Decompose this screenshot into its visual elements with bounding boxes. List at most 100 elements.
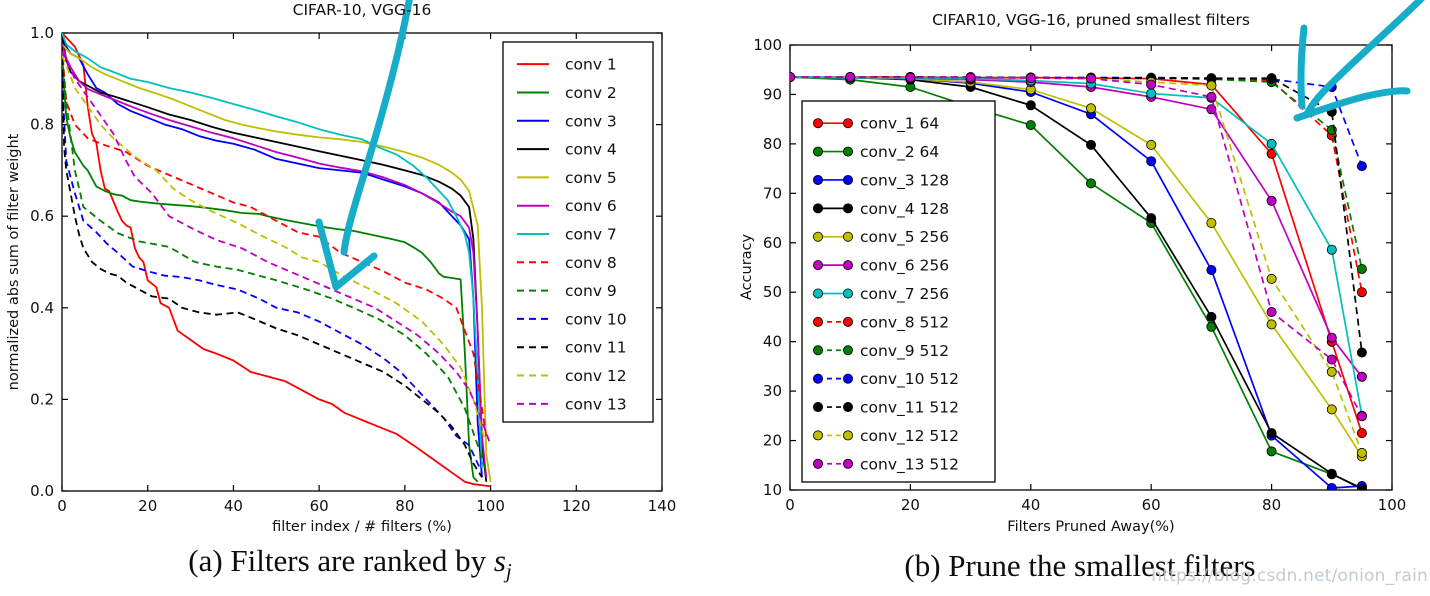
legend-marker-sample [813, 458, 824, 469]
legend-label: conv_12 512 [860, 427, 959, 446]
data-point [1206, 311, 1217, 322]
data-point [1086, 103, 1097, 114]
x-tick-label: 0 [57, 497, 67, 515]
x-tick-label: 100 [1378, 496, 1407, 514]
y-tick-label: 1.0 [30, 24, 54, 42]
legend-entry: conv 4 [517, 141, 617, 159]
legend-label: conv 13 [565, 395, 627, 413]
x-tick-label: 120 [562, 497, 591, 515]
panel-a-plot: 0 20 40 60 80 100 120 140 0.0 0.2 0.4 0.6 0.8 1.0 conv… [30, 24, 676, 515]
data-point [1356, 447, 1367, 458]
x-tick-label: 0 [785, 496, 795, 514]
legend-label: conv 5 [565, 169, 617, 187]
series-line-conv-10 [62, 78, 483, 474]
legend-marker-sample [813, 402, 824, 413]
data-point [1266, 195, 1277, 206]
data-point [1206, 91, 1217, 102]
legend-marker-sample [843, 458, 854, 469]
legend-label: conv 7 [565, 226, 617, 244]
x-tick-label: 140 [648, 497, 677, 515]
panel-b-ylabel: Accuracy [739, 233, 755, 301]
legend-label: conv_9 512 [860, 342, 949, 361]
legend-label: conv 11 [565, 339, 627, 357]
legend-label: conv_3 128 [860, 171, 949, 190]
legend-entry: conv_3 128 [813, 171, 949, 190]
series-line-conv-11 [62, 46, 483, 478]
legend-entry: conv_5 256 [813, 228, 949, 247]
legend-entry: conv_7 256 [813, 285, 949, 304]
panel-b-legend-box [801, 100, 996, 483]
y-tick-label: 80 [763, 135, 782, 153]
legend-label: conv_8 512 [860, 313, 949, 332]
legend-marker-sample [813, 316, 824, 327]
panel-a-title: CIFAR-10, VGG-16 [292, 1, 432, 19]
legend-marker-sample [843, 373, 854, 384]
legend-label: conv_7 256 [860, 285, 949, 304]
y-tick-label: 40 [763, 333, 782, 351]
legend-marker-sample [813, 174, 824, 185]
x-tick-label: 80 [1262, 496, 1281, 514]
caption-a-math-var: s [493, 543, 506, 578]
y-tick-label: 90 [763, 85, 782, 103]
legend-entry: conv 11 [517, 339, 627, 357]
legend-entry: conv_2 64 [813, 143, 939, 162]
legend-marker-sample [813, 288, 824, 299]
y-tick-label: 60 [763, 234, 782, 252]
legend-entry: conv 6 [517, 197, 617, 215]
legend-label: conv_2 64 [860, 143, 939, 162]
legend-marker-sample [843, 288, 854, 299]
legend-entry: conv_11 512 [813, 399, 959, 418]
data-point [1266, 428, 1277, 439]
data-point [790, 72, 795, 83]
y-tick-label: 30 [763, 382, 782, 400]
data-point [1266, 148, 1277, 159]
panel-a-ylabel: normalized abs sum of filter weight [6, 133, 22, 391]
y-tick-label: 70 [763, 184, 782, 202]
series-line-conv-1 [62, 33, 491, 488]
panel-a-frame [61, 32, 663, 492]
data-point [1266, 273, 1277, 284]
legend-marker-sample [843, 260, 854, 271]
legend-label: conv_11 512 [860, 399, 959, 418]
data-point [1326, 483, 1337, 490]
caption-a-text: (a) Filters are ranked by [188, 543, 494, 578]
y-tick-label: 0.0 [30, 482, 54, 500]
caption-a: (a) Filters are ranked by sj [188, 543, 512, 584]
data-point [1326, 244, 1337, 255]
legend-entry: conv 9 [517, 282, 617, 300]
x-tick-label: 40 [1021, 496, 1040, 514]
legend-marker-sample [843, 402, 854, 413]
legend-entry: conv_1 64 [813, 115, 939, 134]
panel-b-frame [789, 44, 1393, 491]
data-point [845, 72, 856, 83]
data-point [1356, 428, 1367, 439]
legend-entry: conv 8 [517, 254, 617, 272]
y-tick-label: 100 [753, 36, 782, 54]
x-tick-label: 40 [224, 497, 243, 515]
data-point [1086, 139, 1097, 150]
legend-entry: conv 7 [517, 226, 617, 244]
series-line-conv-4 [62, 33, 488, 482]
data-point [1326, 404, 1337, 415]
panel-a-legend: conv 1 conv 2 conv 3 conv 4 conv 5 conv 6 conv… [502, 41, 654, 423]
x-tick-label: 80 [395, 497, 414, 515]
legend-label: conv_13 512 [860, 455, 959, 474]
x-tick-label: 20 [901, 496, 920, 514]
data-point [1356, 161, 1367, 172]
caption-a-math-sub: j [505, 559, 512, 584]
legend-entry: conv_8 512 [813, 313, 949, 332]
data-point [1206, 217, 1217, 228]
y-tick-label: 0.6 [30, 207, 54, 225]
legend-marker-sample [843, 345, 854, 356]
data-point [1146, 139, 1157, 150]
y-tick-label: 0.2 [30, 390, 54, 408]
data-point [1326, 366, 1337, 377]
legend-entry: conv 5 [517, 169, 617, 187]
legend-entry: conv_13 512 [813, 455, 959, 474]
data-point [1025, 100, 1036, 111]
legend-marker-sample [813, 146, 824, 157]
legend-entry: conv_6 256 [813, 257, 949, 276]
y-tick-label: 50 [763, 283, 782, 301]
